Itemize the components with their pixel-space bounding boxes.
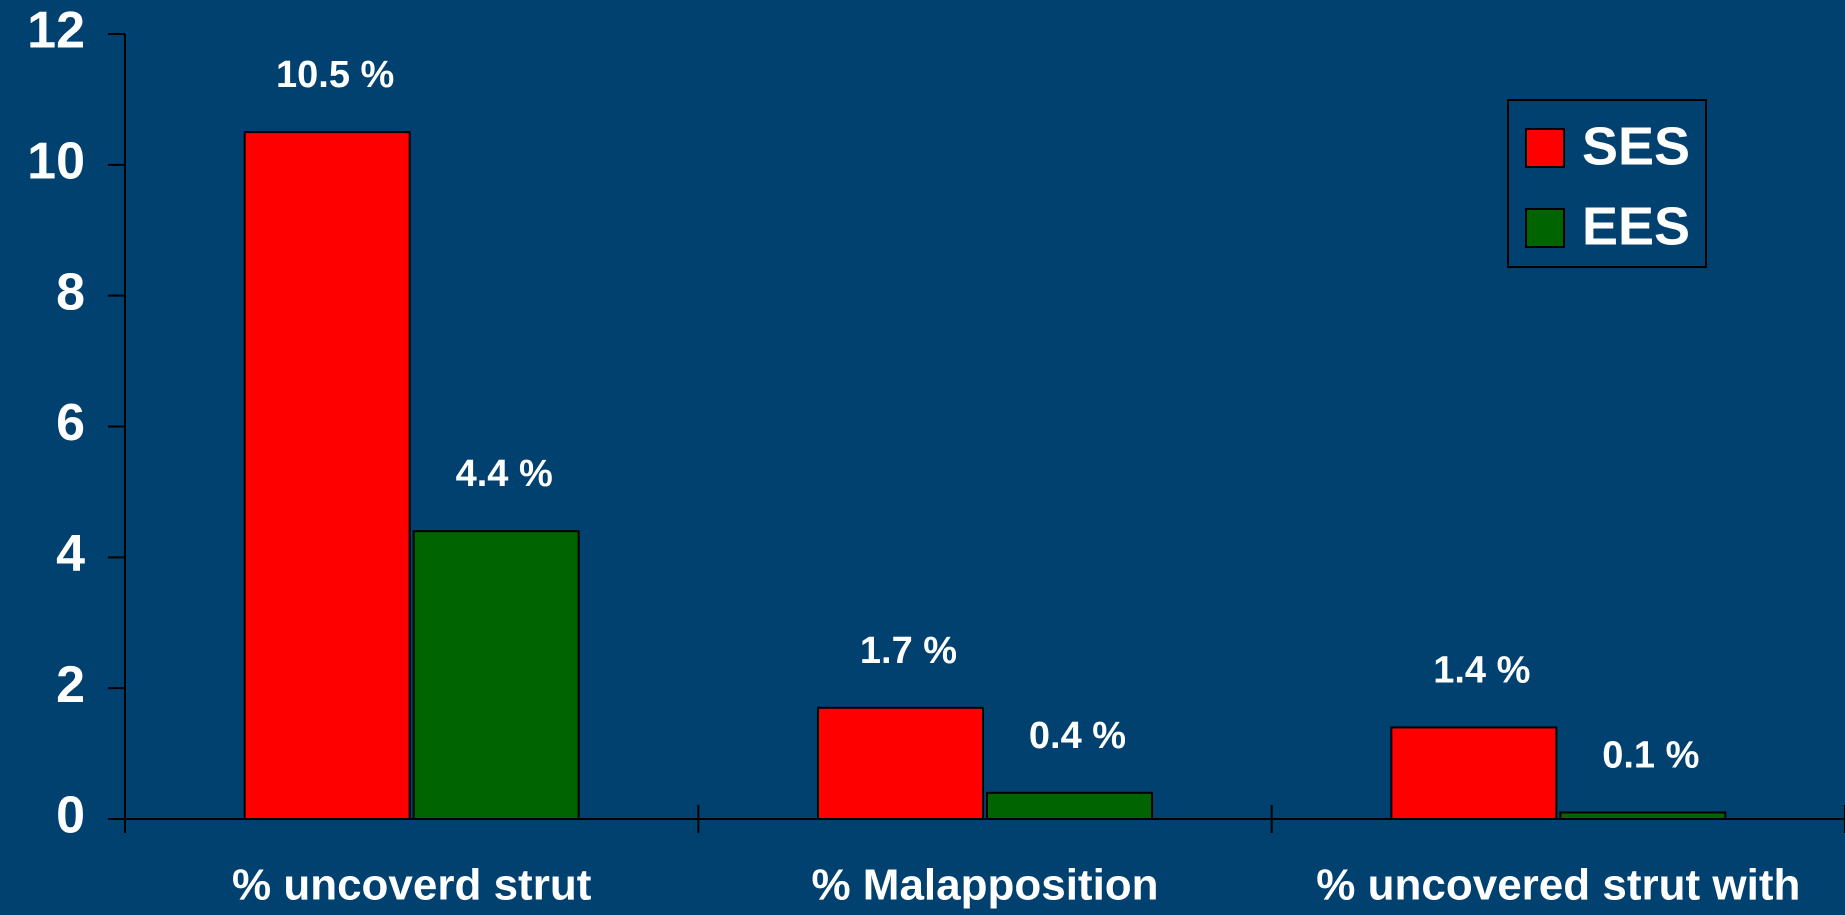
bar <box>243 131 411 820</box>
bar <box>986 791 1153 820</box>
data-label: 10.5 % <box>276 54 394 96</box>
y-tick-label: 12 <box>27 2 85 60</box>
data-label: 0.1 % <box>1602 734 1699 776</box>
bar <box>1390 726 1558 821</box>
y-tick-label: 8 <box>56 263 85 321</box>
data-label: 0.4 % <box>1029 715 1126 757</box>
legend-box <box>1507 99 1707 268</box>
bar <box>817 706 984 821</box>
y-tick-label: 10 <box>27 133 85 191</box>
data-label: 1.4 % <box>1433 649 1530 691</box>
data-label: 4.4 % <box>456 453 553 495</box>
bar <box>412 530 580 821</box>
legend-swatch <box>1525 208 1565 248</box>
data-label: 1.7 % <box>860 630 957 672</box>
y-tick-label: 4 <box>56 525 85 583</box>
legend-swatch <box>1525 128 1565 168</box>
x-tick-label: % Malapposition <box>811 861 1158 910</box>
x-tick-label: % uncovered strut with <box>1316 861 1800 910</box>
legend-label: EES <box>1582 196 1690 256</box>
y-tick-label: 6 <box>56 394 85 452</box>
bar <box>1559 811 1727 820</box>
x-tick-label: % uncoverd strut <box>232 861 592 910</box>
y-tick-label: 0 <box>56 787 85 845</box>
y-tick-label: 2 <box>56 656 85 714</box>
legend-label: SES <box>1582 116 1690 176</box>
